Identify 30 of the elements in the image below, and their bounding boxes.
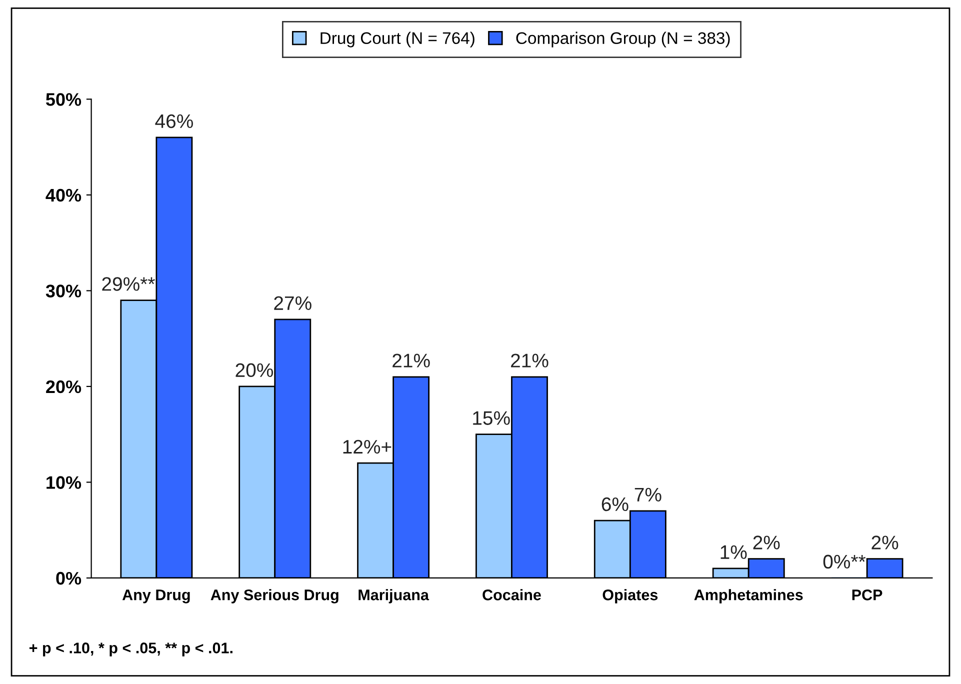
data-label: 27% [274, 296, 312, 310]
data-label: 2% [753, 536, 780, 550]
x-tick-label: Opiates [602, 589, 658, 604]
y-tick-label: 10% [46, 476, 82, 489]
y-tick-label: 30% [46, 284, 82, 298]
data-label: 21% [511, 354, 548, 368]
data-label: 21% [392, 354, 430, 368]
data-label: 20% [236, 363, 273, 378]
x-tick-label: Cocaine [482, 589, 541, 600]
data-label: 6% [602, 497, 628, 512]
y-tick-label: 0% [56, 572, 82, 585]
data-label: 2% [872, 536, 898, 550]
y-tick-label: 40% [46, 188, 82, 202]
x-tick-label: Amphetamines [694, 589, 803, 604]
y-tick-label: 20% [46, 380, 82, 394]
data-label: 0%** [823, 554, 866, 569]
data-label: 1% [720, 545, 747, 559]
text: + p < .10, * p < .05, ** p < .01. [29, 642, 232, 656]
legend-label: Comparison Group (N = 383) [516, 32, 730, 48]
data-label: 29%** [102, 277, 155, 291]
data-label: 12%+ [343, 440, 392, 454]
legend-label: Drug Court (N = 764) [320, 32, 474, 48]
x-tick-label: Any Drug [122, 590, 190, 604]
data-label: 15% [473, 411, 510, 425]
x-tick-label: PCP [852, 589, 882, 600]
x-tick-label: Any Serious Drug [210, 589, 338, 604]
data-label: 7% [634, 488, 662, 502]
x-tick-label: Marijuana [358, 589, 430, 604]
y-tick-label: 50% [46, 93, 82, 106]
data-label: 46% [155, 114, 193, 128]
